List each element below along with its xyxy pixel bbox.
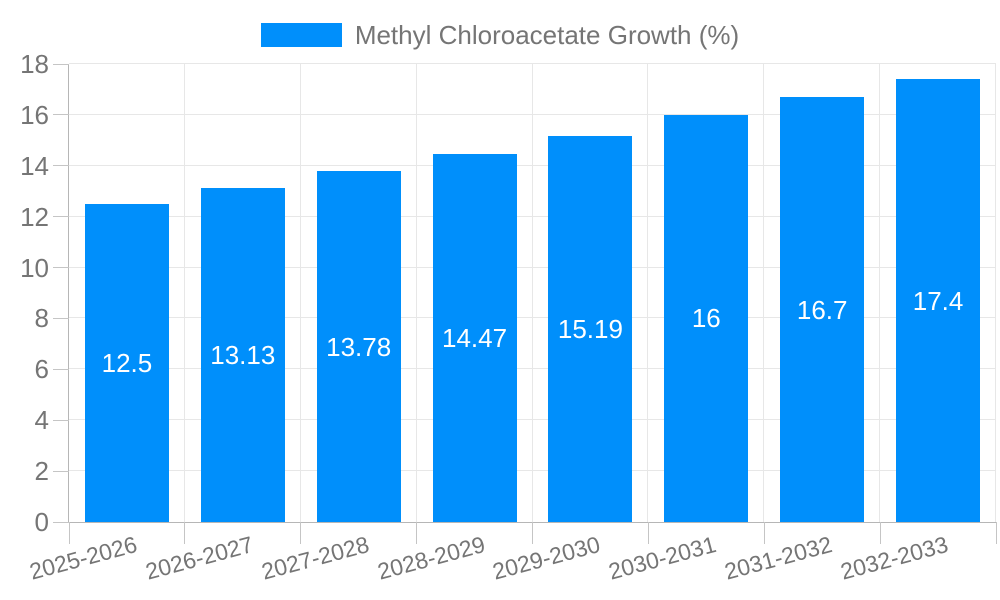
bar[interactable]: 14.47 (432, 153, 517, 522)
y-axis-tick (53, 419, 69, 421)
x-axis-tick (879, 522, 881, 544)
x-gridline (415, 64, 417, 522)
bar-value-label: 12.5 (101, 347, 153, 378)
y-gridline (69, 164, 996, 166)
y-gridline (69, 368, 996, 370)
x-gridline (531, 64, 533, 522)
bar-value-label: 16 (691, 303, 721, 334)
y-gridline (69, 266, 996, 268)
x-axis-tick (300, 522, 302, 544)
bar[interactable]: 13.78 (316, 171, 401, 522)
y-axis-label: 10 (20, 252, 49, 283)
bar[interactable]: 16.7 (780, 97, 865, 522)
x-gridline (995, 64, 996, 522)
y-gridline (69, 419, 996, 421)
x-axis-label: 2025-2026 (26, 531, 140, 585)
x-axis-label: 2026-2027 (142, 531, 256, 585)
y-axis-label: 0 (34, 507, 49, 537)
bar[interactable]: 12.5 (84, 203, 169, 522)
y-axis-label: 14 (20, 150, 49, 181)
x-axis-label: 2032-2033 (837, 531, 951, 585)
y-axis-tick (53, 267, 69, 269)
bar-value-label: 17.4 (912, 285, 964, 316)
y-axis-label: 12 (20, 201, 49, 232)
x-gridline (647, 64, 649, 522)
y-gridline (69, 215, 996, 217)
y-axis-label: 16 (20, 99, 49, 130)
bar[interactable]: 13.13 (200, 187, 285, 522)
y-gridline (69, 63, 996, 64)
y-axis-tick (53, 63, 69, 65)
y-gridline (69, 317, 996, 319)
bar-value-label: 14.47 (442, 322, 508, 353)
plot-area: 0 2 4 6 8 10 12 14 16 18 12.5 13.13 13.78 14.47 15.19 1… (20, 49, 997, 585)
bar-value-label: 15.19 (557, 313, 623, 344)
x-axis-label: 2027-2028 (258, 531, 372, 585)
y-axis-tick (53, 114, 69, 116)
y-axis-label: 18 (20, 49, 49, 79)
y-axis-tick (53, 521, 69, 523)
y-axis-tick (53, 165, 69, 167)
x-axis-label: 2031-2032 (721, 531, 835, 585)
y-axis-label: 4 (34, 405, 49, 436)
y-gridline (69, 470, 996, 472)
x-axis-label: 2029-2030 (490, 531, 604, 585)
y-axis-label: 6 (34, 354, 49, 385)
x-axis-label: 2030-2031 (606, 531, 720, 585)
x-axis-tick (184, 522, 186, 544)
y-axis-tick (53, 317, 69, 319)
x-axis-tick (995, 522, 997, 544)
y-axis-tick (53, 216, 69, 218)
x-axis-tick (647, 522, 649, 544)
x-axis-tick (416, 522, 418, 544)
bar-value-label: 16.7 (796, 294, 848, 325)
x-gridline (879, 64, 881, 522)
bar[interactable]: 15.19 (548, 135, 633, 522)
x-axis-tick (532, 522, 533, 544)
legend-label: Methyl Chloroacetate Growth (%) (354, 20, 740, 50)
x-gridline (763, 64, 765, 522)
y-axis-label: 2 (34, 456, 49, 487)
x-axis-tick (763, 522, 765, 544)
y-axis-tick (53, 470, 69, 472)
y-gridline (69, 113, 996, 115)
x-axis-label: 2028-2029 (374, 531, 488, 585)
bar[interactable]: 17.4 (896, 79, 981, 522)
x-axis-tick (68, 522, 70, 544)
bar[interactable]: 16 (664, 114, 749, 522)
y-axis-tick (53, 368, 69, 370)
legend: Methyl Chloroacetate Growth (%) (0, 21, 1000, 49)
x-gridline (183, 64, 185, 522)
x-gridline (299, 64, 301, 522)
legend-swatch-icon (260, 23, 342, 47)
y-axis-label: 8 (34, 303, 49, 334)
bar-value-label: 13.78 (326, 331, 392, 362)
bar-value-label: 13.13 (210, 339, 276, 370)
legend-item[interactable]: Methyl Chloroacetate Growth (%) (260, 20, 740, 50)
